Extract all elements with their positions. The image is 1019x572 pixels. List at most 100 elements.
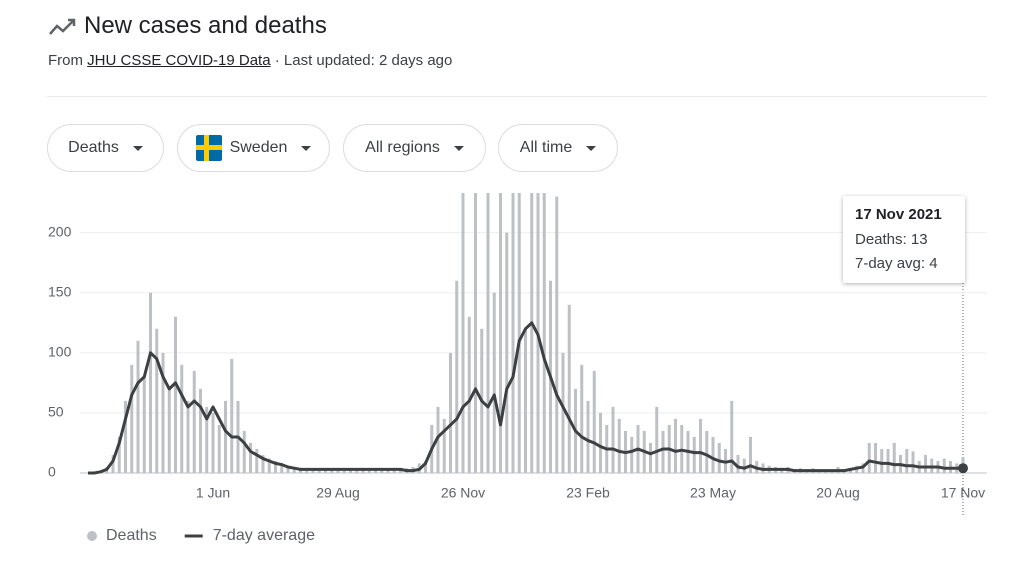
bar — [630, 436, 634, 473]
x-tick-label: 1 Jun — [196, 485, 230, 501]
bar — [499, 193, 502, 473]
source: From JHU CSSE COVID-19 Data · Last updat… — [48, 52, 452, 69]
bar — [567, 304, 571, 473]
bar — [111, 454, 115, 473]
bar — [905, 448, 909, 473]
dropdown-label: All regions — [365, 139, 440, 156]
bar — [130, 364, 134, 473]
bar — [149, 292, 152, 473]
bar — [311, 469, 315, 473]
bar — [611, 406, 615, 473]
bar — [555, 196, 559, 473]
source-prefix: From — [48, 52, 83, 69]
bar — [749, 436, 752, 473]
bar — [717, 442, 721, 473]
bar — [486, 193, 490, 474]
bar — [292, 468, 296, 473]
bar — [661, 430, 665, 473]
bar — [692, 436, 696, 473]
bar — [230, 358, 234, 473]
x-tick-label: 23 May — [690, 485, 736, 501]
bar — [342, 470, 346, 473]
trend-icon — [49, 18, 76, 35]
dropdown-label: All time — [519, 139, 573, 156]
bar — [536, 193, 540, 473]
bar — [255, 448, 259, 473]
bar — [142, 376, 146, 473]
x-tick-label: 17 Nov — [941, 485, 985, 501]
bar — [517, 193, 521, 473]
bar — [336, 469, 340, 473]
bar — [892, 442, 896, 473]
bar — [505, 232, 509, 473]
bar — [492, 292, 496, 473]
tooltip: 17 Nov 2021 Deaths: 13 7-day avg: 4 — [843, 196, 965, 283]
dropdown-label: Sweden — [229, 139, 288, 156]
bar — [249, 442, 252, 473]
bar — [117, 436, 121, 473]
bar — [742, 458, 746, 473]
y-tick-label: 100 — [48, 344, 72, 360]
bar — [736, 454, 740, 473]
dropdown-label: Deaths — [68, 139, 119, 156]
bar — [542, 193, 546, 473]
bar — [205, 406, 209, 473]
bar — [136, 340, 140, 473]
bar — [586, 400, 590, 473]
x-tick-label: 29 Aug — [316, 485, 360, 501]
bar — [530, 193, 534, 473]
x-tick-label: 20 Aug — [816, 485, 860, 501]
bar — [699, 418, 702, 473]
bar — [886, 448, 890, 473]
bar — [274, 460, 277, 473]
bar — [911, 451, 915, 473]
bar — [261, 454, 265, 473]
y-tick-label: 0 — [48, 464, 56, 480]
bar — [267, 458, 271, 473]
separator — [47, 96, 987, 97]
bar — [655, 406, 659, 473]
tooltip-avg: 7-day avg: 4 — [855, 255, 938, 272]
metric-dropdown[interactable]: Deaths — [47, 124, 164, 172]
bar — [217, 424, 221, 473]
updated: · Last updated: 2 days ago — [274, 52, 453, 69]
bar — [674, 418, 677, 473]
bar — [711, 436, 715, 473]
bar — [305, 469, 309, 473]
bar — [442, 418, 446, 473]
bar — [730, 400, 734, 473]
y-tick-label: 150 — [48, 283, 72, 299]
tooltip-deaths: Deaths: 13 — [855, 231, 928, 248]
source-link[interactable]: JHU CSSE COVID-19 Data — [87, 52, 271, 69]
x-tick-label: 23 Feb — [566, 485, 610, 501]
bar — [174, 316, 177, 473]
bar — [374, 469, 377, 473]
bar — [380, 469, 384, 473]
bar — [580, 364, 584, 473]
bar — [155, 328, 159, 473]
bar — [161, 352, 165, 473]
bar — [361, 469, 365, 473]
title: New cases and deaths — [84, 12, 327, 39]
bar — [455, 280, 459, 473]
bar — [124, 400, 127, 473]
bar — [474, 193, 477, 474]
bar — [224, 400, 227, 473]
time-dropdown[interactable]: All time — [498, 124, 618, 172]
bar — [617, 418, 621, 473]
legend-label: Deaths — [106, 527, 157, 544]
bar — [461, 193, 465, 473]
bar — [867, 442, 871, 473]
bar — [874, 442, 877, 473]
region-dropdown[interactable]: All regions — [343, 124, 486, 172]
bar — [286, 466, 290, 473]
bar — [199, 388, 202, 473]
bar — [449, 352, 452, 473]
bar — [599, 412, 602, 473]
bar — [180, 364, 184, 473]
country-dropdown[interactable]: Sweden — [177, 124, 330, 172]
bar — [924, 454, 927, 473]
bar — [467, 316, 471, 473]
